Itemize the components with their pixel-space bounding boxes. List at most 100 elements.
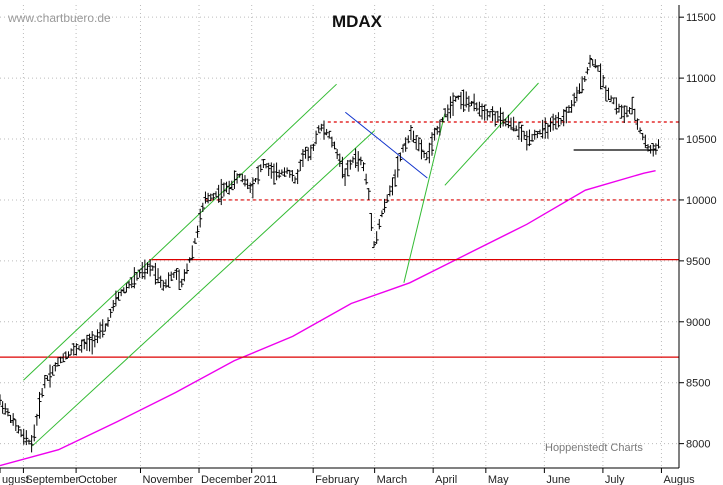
price-bar-89 (232, 170, 237, 189)
y-tick-label-0: 8000 (686, 439, 710, 451)
x-tick-label-5: 2011 (254, 474, 278, 485)
price-bar-64 (166, 272, 171, 288)
price-bar-243 (638, 127, 643, 134)
price-bar-76 (198, 208, 203, 228)
price-bar-150 (393, 169, 398, 187)
price-bar-239 (627, 107, 632, 114)
y-tick-label-6: 11000 (686, 73, 716, 85)
x-tick-label-7: March (377, 474, 408, 485)
price-bar-20 (50, 365, 55, 376)
price-bar-32 (82, 338, 87, 350)
price-bar-208 (545, 123, 550, 139)
price-bar-149 (390, 177, 395, 196)
price-bar-91 (237, 173, 242, 178)
x-tick-label-3: November (142, 474, 193, 485)
price-bar-205 (537, 129, 542, 135)
price-bar-79 (206, 192, 211, 204)
price-bar-204 (535, 130, 540, 139)
price-bar-175 (458, 91, 463, 110)
price-bar-35 (90, 331, 95, 355)
price-bar-197 (516, 121, 521, 140)
price-bar-94 (245, 178, 250, 190)
price-bar-207 (543, 117, 548, 139)
price-bar-189 (495, 110, 500, 123)
price-bar-232 (609, 95, 614, 103)
price-bar-5 (11, 413, 16, 426)
price-bar-111 (290, 170, 295, 182)
price-bar-240 (630, 96, 635, 115)
price-bar-70 (182, 269, 187, 282)
price-bar-186 (487, 110, 492, 118)
price-bar-46 (119, 289, 124, 297)
price-bar-196 (514, 125, 519, 132)
price-bar-11 (26, 439, 31, 445)
price-bar-31 (79, 339, 84, 353)
price-bar-27 (69, 348, 74, 356)
price-bar-139 (364, 173, 369, 185)
price-bar-19 (48, 364, 53, 388)
price-bar-161 (422, 150, 427, 159)
price-bar-24 (61, 353, 66, 363)
price-bar-227 (595, 65, 600, 72)
price-bar-108 (282, 167, 287, 177)
x-tick-label-11: July (605, 474, 625, 485)
price-bar-165 (432, 127, 437, 141)
price-bar-228 (598, 63, 603, 90)
price-bar-130 (340, 156, 345, 179)
price-bar-219 (574, 86, 579, 102)
price-bar-211 (553, 114, 558, 130)
price-bar-144 (377, 218, 382, 230)
trend-line-2 (403, 113, 446, 283)
price-bar-71 (185, 263, 190, 274)
price-bar-247 (648, 144, 653, 154)
price-bar-123 (321, 120, 326, 140)
price-bar-106 (277, 169, 282, 179)
price-bar-137 (358, 156, 363, 166)
price-bar-28 (71, 343, 76, 356)
price-bar-246 (645, 144, 650, 152)
x-tick-label-12: Augus (663, 474, 695, 485)
price-bar-97 (253, 177, 258, 183)
price-bar-54 (140, 262, 145, 279)
price-bar-17 (42, 374, 47, 389)
price-bar-61 (158, 275, 163, 288)
y-tick-label-4: 10000 (686, 195, 717, 207)
price-bar-23 (58, 356, 63, 364)
price-bar-74 (192, 238, 197, 244)
price-bar-158 (414, 135, 419, 150)
price-bar-2 (3, 403, 8, 415)
price-bar-235 (617, 103, 622, 113)
price-bar-84 (219, 178, 224, 206)
price-bar-125 (327, 130, 332, 139)
price-bar-183 (480, 103, 485, 120)
price-bar-250 (656, 139, 661, 149)
x-tick-label-6: February (315, 474, 360, 485)
price-bar-164 (429, 132, 434, 156)
price-bar-1 (0, 401, 5, 414)
price-bar-221 (580, 76, 585, 94)
price-bar-layer (0, 54, 661, 453)
price-bar-105 (274, 162, 279, 181)
price-bar-167 (437, 119, 442, 136)
price-bar-25 (63, 351, 68, 360)
price-bar-185 (485, 108, 490, 121)
price-bar-21 (53, 362, 58, 372)
price-bar-118 (308, 144, 313, 161)
price-bar-43 (111, 300, 116, 312)
price-bar-52 (134, 272, 139, 281)
price-bar-126 (329, 136, 334, 148)
price-bar-138 (361, 162, 366, 172)
price-bar-224 (588, 54, 593, 68)
price-bar-60 (156, 268, 161, 284)
y-tick-label-3: 9500 (686, 256, 710, 268)
price-bar-66 (171, 271, 176, 279)
price-bar-170 (445, 104, 450, 122)
trend-line-layer (23, 82, 539, 447)
price-bar-3 (5, 408, 10, 417)
price-bar-29 (74, 343, 79, 356)
price-bar-201 (527, 129, 532, 147)
x-tick-label-0: ugust (2, 474, 29, 485)
price-bar-237 (622, 105, 627, 124)
price-bar-92 (240, 173, 245, 183)
price-bar-214 (561, 109, 566, 127)
